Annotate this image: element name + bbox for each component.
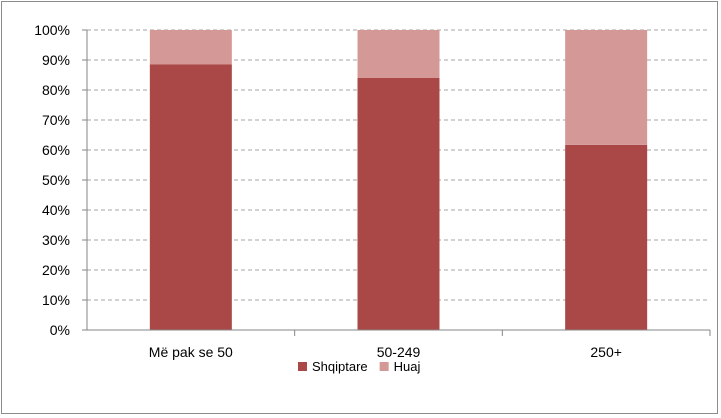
axes	[82, 29, 711, 336]
y-tick-labels: 0% 10% 20% 30% 40% 50% 60% 70% 80% 90% 100%	[34, 22, 70, 338]
bar-segment	[149, 64, 232, 330]
y-tick-label: 10%	[42, 292, 70, 308]
y-tick-label: 20%	[42, 262, 70, 278]
y-tick-label: 0%	[50, 322, 70, 338]
y-tick-label: 50%	[42, 172, 70, 188]
x-tick-label: Më pak se 50	[149, 344, 233, 360]
legend: Shqiptare Huaj	[298, 359, 421, 374]
y-tick-label: 60%	[42, 142, 70, 158]
y-tick-label: 70%	[42, 112, 70, 128]
x-tick-label: 250+	[590, 344, 622, 360]
bar-segment	[357, 78, 440, 330]
legend-label: Shqiptare	[312, 359, 368, 374]
legend-swatch	[379, 362, 389, 371]
y-tick-label: 40%	[42, 202, 70, 218]
bars	[149, 30, 648, 330]
y-tick-label: 100%	[34, 22, 70, 38]
bar-segment	[357, 30, 440, 78]
y-tick-label: 80%	[42, 82, 70, 98]
bar-segment	[565, 144, 648, 330]
legend-label: Huaj	[394, 359, 421, 374]
bar-segment	[565, 30, 648, 145]
x-tick-label: 50-249	[377, 344, 421, 360]
y-tick-label: 30%	[42, 232, 70, 248]
y-tick-label: 90%	[42, 52, 70, 68]
x-tick-labels: Më pak se 50 50-249 250+	[149, 344, 622, 360]
stacked-bar-chart: 0% 10% 20% 30% 40% 50% 60% 70% 80% 90% 100% Më pak…	[34, 22, 711, 374]
legend-swatch	[298, 362, 307, 371]
bar-segment	[149, 30, 232, 65]
